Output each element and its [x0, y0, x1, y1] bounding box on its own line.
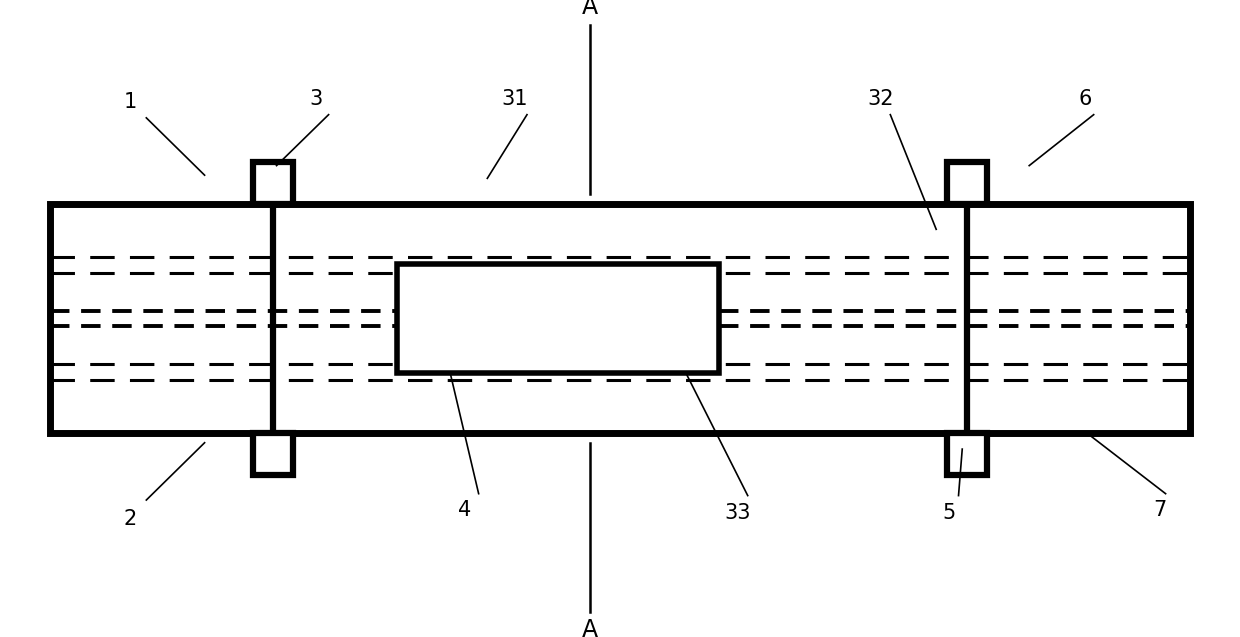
Bar	[397, 264, 719, 373]
Text: 32: 32	[867, 89, 894, 109]
Bar	[947, 433, 987, 475]
Text: 4: 4	[459, 499, 471, 520]
Text: 5: 5	[942, 503, 955, 523]
Text: 3: 3	[310, 89, 322, 109]
Bar	[253, 433, 293, 475]
Text: 6: 6	[1079, 89, 1091, 109]
Text: A: A	[582, 618, 599, 637]
Text: 1: 1	[124, 92, 136, 112]
Bar	[50, 204, 1190, 433]
Text: 2: 2	[124, 509, 136, 529]
Text: 31: 31	[501, 89, 528, 109]
Text: A: A	[582, 0, 599, 19]
Bar	[947, 162, 987, 204]
Text: 33: 33	[724, 503, 751, 523]
Text: 7: 7	[1153, 499, 1166, 520]
Bar	[253, 162, 293, 204]
